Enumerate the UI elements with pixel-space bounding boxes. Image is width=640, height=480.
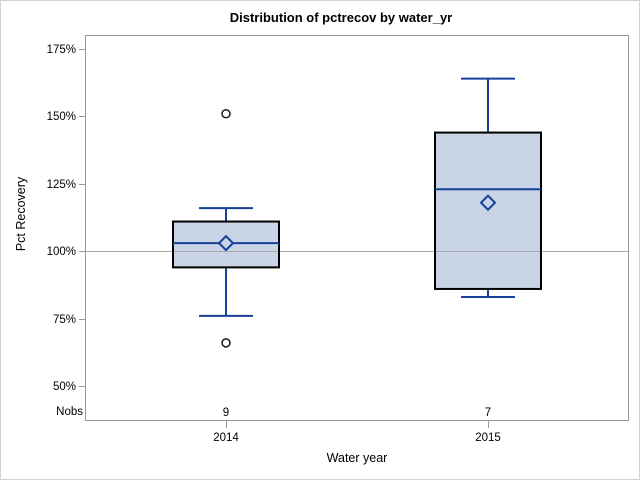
nobs-value: 9 — [223, 407, 229, 419]
x-axis-title: Water year — [326, 451, 388, 465]
mean-diamond-2014 — [217, 234, 235, 252]
chart-title: Distribution of pctrecov by water_yr — [229, 10, 453, 25]
box-border-2015 — [434, 131, 542, 290]
y-axis-title: Pct Recovery — [14, 176, 28, 252]
y-tick-label: 150% — [47, 111, 76, 123]
y-tick-label: 75% — [53, 314, 76, 326]
x-tick-label: 2014 — [213, 432, 239, 444]
box-border-2014 — [172, 220, 280, 269]
x-tick-label: 2015 — [475, 432, 501, 444]
plot-frame — [85, 35, 629, 421]
nobs-value: 7 — [485, 407, 491, 419]
y-tick-label: 100% — [47, 246, 76, 258]
mean-diamond-2015 — [479, 194, 497, 212]
y-tick-label: 125% — [47, 179, 76, 191]
outlier-marker-2014 — [221, 338, 231, 348]
nobs-row-label: Nobs — [56, 406, 83, 418]
y-tick-label: 50% — [53, 381, 76, 393]
outlier-marker-2014 — [221, 108, 231, 119]
y-tick-label: 175% — [47, 44, 76, 56]
